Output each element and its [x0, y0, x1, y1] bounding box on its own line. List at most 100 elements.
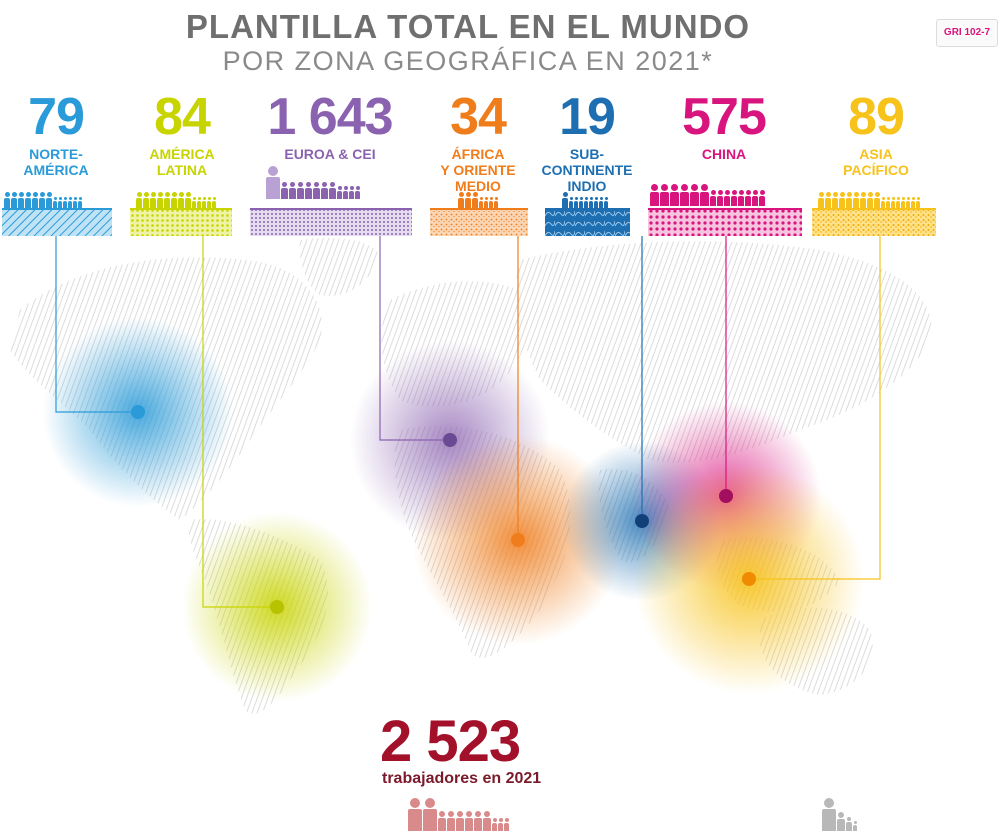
person-icon [901, 197, 905, 208]
people-group-china [650, 184, 765, 206]
person-icon [700, 184, 709, 206]
total-employees-label: trabajadores en 2021 [382, 770, 542, 787]
person-icon [825, 192, 831, 208]
person-icon [818, 192, 824, 208]
person-icon [896, 197, 900, 208]
person-icon [212, 197, 216, 208]
person-icon [710, 190, 716, 206]
person-icon [192, 197, 196, 208]
person-icon [860, 192, 866, 208]
region-value: 575 [682, 88, 767, 146]
pattern-block-africa-middle-east [430, 208, 528, 236]
person-icon [906, 197, 910, 208]
person-icon [355, 186, 360, 199]
person-icon [680, 184, 689, 206]
person-icon [197, 197, 201, 208]
people-legend [822, 798, 857, 831]
region-name-line: CHINa [701, 146, 747, 162]
total-employees-value: 2 523 [380, 709, 521, 774]
location-dot-icon [511, 533, 525, 547]
region-indian-subcontinent: 19 SUB- CONTINENTE INDIO [540, 88, 634, 194]
pattern-block-china [648, 208, 802, 236]
person-icon [202, 197, 206, 208]
person-icon [25, 192, 31, 208]
person-icon [178, 192, 184, 208]
person-icon [650, 184, 659, 206]
person-icon [58, 197, 62, 208]
person-icon [839, 192, 845, 208]
person-icon [604, 197, 608, 208]
person-icon [349, 186, 354, 199]
person-icon [32, 192, 38, 208]
person-icon [207, 197, 211, 208]
pattern-block-europe-cis [250, 208, 412, 236]
region-name: AMÉRICA LATINA [136, 146, 228, 178]
region-name-line: AMÉRICA [23, 162, 89, 178]
location-dot-icon [635, 514, 649, 528]
person-icon [660, 184, 669, 206]
people-group-north-america [4, 192, 82, 208]
person-icon [150, 192, 156, 208]
person-icon [289, 182, 296, 199]
person-icon [504, 818, 509, 831]
pattern-block-north-america [2, 208, 112, 236]
person-icon [837, 812, 845, 831]
person-icon [343, 186, 348, 199]
person-icon [846, 817, 852, 831]
region-name-line: AMÉRICA [149, 146, 215, 162]
person-icon [832, 192, 838, 208]
person-icon [483, 811, 491, 831]
person-icon [492, 818, 497, 831]
people-group-africa-middle-east [458, 192, 498, 208]
person-icon [891, 197, 895, 208]
person-icon [456, 811, 464, 831]
region-value: 34 [450, 88, 507, 146]
person-icon [136, 192, 142, 208]
person-icon [569, 197, 573, 208]
person-icon [731, 190, 737, 206]
region-europe-cis: 1 643 EUROA & CEI [250, 88, 410, 162]
people-group-asia-pacific [818, 192, 920, 208]
person-icon [724, 190, 730, 206]
page-title: PLANTILLA TOTAL EN EL MUNDO [185, 8, 751, 45]
person-icon [53, 197, 57, 208]
person-icon [68, 197, 72, 208]
region-china: 575 CHINa [664, 88, 784, 162]
region-name: SUB- CONTINENTE INDIO [540, 146, 634, 194]
region-name-line: SUB- [569, 146, 605, 162]
person-icon [321, 182, 328, 199]
pattern-block-asia-pacific [812, 208, 936, 236]
person-icon [853, 821, 857, 831]
region-name-line: NORTE- [29, 146, 83, 162]
person-icon [447, 811, 455, 831]
person-icon [438, 811, 446, 831]
region-value: 1 643 [267, 88, 393, 146]
person-icon [574, 197, 578, 208]
person-icon [584, 197, 588, 208]
person-icon [690, 184, 699, 206]
person-icon [465, 192, 471, 208]
person-icon [886, 197, 890, 208]
region-name: ASIA PACÍFICO [820, 146, 932, 178]
person-icon [752, 190, 758, 206]
person-icon [305, 182, 312, 199]
person-icon [465, 811, 473, 831]
person-icon [881, 197, 885, 208]
region-value: 19 [559, 88, 616, 146]
region-name-line: ASIA [859, 146, 893, 162]
region-name: CHINa [664, 146, 784, 162]
location-dot-icon [270, 600, 284, 614]
person-icon [479, 197, 483, 208]
person-icon [408, 798, 422, 831]
person-icon [472, 192, 478, 208]
person-icon [143, 192, 149, 208]
region-value: 79 [28, 88, 85, 146]
person-icon [579, 197, 583, 208]
people-group-latin-america [136, 192, 216, 208]
person-icon [157, 192, 163, 208]
person-icon [46, 192, 52, 208]
person-icon [266, 166, 280, 199]
connector-lines [55, 236, 881, 608]
region-name: ÁFRICA Y ORIENTE MEDIO [430, 146, 526, 194]
person-icon [911, 197, 915, 208]
